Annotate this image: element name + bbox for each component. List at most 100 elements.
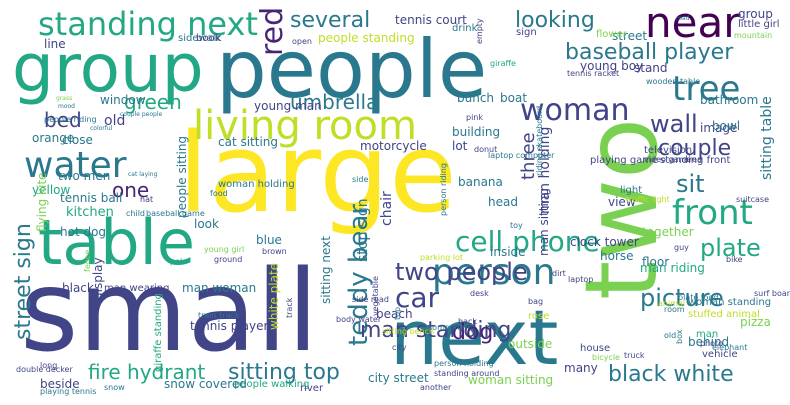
word: close bbox=[62, 133, 93, 147]
word: one bbox=[112, 178, 150, 202]
word: car bbox=[395, 281, 440, 314]
word: umbrella bbox=[290, 90, 379, 114]
word: desk bbox=[470, 289, 489, 298]
word: light bbox=[620, 185, 643, 196]
word: woman holding bbox=[218, 179, 295, 190]
word: woman bbox=[520, 93, 630, 128]
word: empty bbox=[475, 18, 484, 44]
word: back bbox=[458, 317, 478, 326]
word: bike bbox=[726, 255, 743, 264]
word: snow covered bbox=[164, 377, 247, 391]
word: sitting top bbox=[228, 360, 340, 385]
word: giraffe bbox=[490, 59, 516, 68]
word: river bbox=[300, 383, 324, 394]
word: plate bbox=[700, 234, 761, 262]
word: green bbox=[124, 90, 182, 114]
word: cell phone bbox=[455, 225, 600, 258]
word: track bbox=[285, 297, 294, 318]
word: video game bbox=[644, 155, 692, 164]
word: sitting bench bbox=[382, 327, 435, 336]
word: window bbox=[100, 93, 146, 107]
word: chair bbox=[379, 191, 395, 226]
word: food bbox=[210, 189, 228, 198]
word: orange bbox=[32, 131, 75, 145]
word: front bbox=[672, 193, 753, 233]
word: man bbox=[696, 329, 719, 340]
word: pizza bbox=[740, 315, 771, 329]
word: hat bbox=[140, 195, 154, 204]
word: man sitting bbox=[537, 187, 551, 256]
word: behind bbox=[688, 335, 730, 349]
word: guy bbox=[674, 243, 689, 252]
word: group bbox=[738, 7, 773, 21]
word: people sitting bbox=[175, 135, 189, 218]
word: playing game bbox=[590, 155, 659, 166]
word: tennis player bbox=[190, 319, 269, 333]
word: line bbox=[44, 37, 66, 51]
word: woman sitting bbox=[468, 373, 554, 387]
word: building bbox=[452, 125, 501, 139]
word: mountain bbox=[734, 31, 773, 40]
word: young man bbox=[254, 99, 322, 113]
word: bicycle bbox=[592, 353, 620, 362]
word: city bbox=[392, 343, 407, 352]
word: sit bbox=[676, 170, 705, 198]
word: box bbox=[675, 329, 684, 344]
word: truck bbox=[624, 351, 645, 360]
word: grass bbox=[56, 95, 73, 102]
word: red bbox=[255, 6, 290, 56]
word: side bbox=[352, 175, 369, 184]
word: sitting table bbox=[759, 96, 775, 180]
word: black white bbox=[608, 362, 734, 387]
word: toy bbox=[510, 221, 523, 230]
word: standing around bbox=[434, 369, 500, 378]
word: stand bbox=[634, 61, 668, 75]
word: street bbox=[612, 29, 648, 43]
word: ground bbox=[214, 255, 243, 264]
word: man wearing bbox=[104, 283, 170, 294]
word: giraffe standing bbox=[153, 293, 164, 372]
word: pole bbox=[170, 257, 188, 266]
word: standing front bbox=[660, 155, 731, 166]
word: boat bbox=[500, 91, 528, 105]
word: several bbox=[290, 8, 371, 33]
word: look bbox=[194, 217, 219, 231]
word: someone bbox=[428, 323, 465, 332]
word: cat sitting bbox=[218, 135, 279, 149]
word: old bbox=[104, 113, 126, 129]
word: person holding bbox=[434, 359, 494, 368]
word: elephant bbox=[712, 343, 748, 352]
word: child bbox=[126, 209, 145, 218]
word: picture bbox=[640, 284, 724, 312]
word: white plate bbox=[267, 262, 281, 330]
word: next bbox=[390, 293, 559, 382]
word: person bbox=[432, 252, 556, 293]
word: house bbox=[580, 343, 611, 354]
word: stop sign bbox=[355, 198, 371, 262]
word: laptop computer bbox=[488, 151, 555, 160]
word: beside bbox=[40, 377, 80, 391]
word: young girl bbox=[204, 245, 245, 254]
word: kitchen bbox=[66, 205, 114, 220]
word: sitting next bbox=[319, 236, 333, 304]
word: plate food bbox=[678, 293, 719, 302]
word: lot bbox=[452, 139, 468, 153]
word: woman standing bbox=[688, 297, 772, 308]
word: person riding bbox=[439, 163, 448, 216]
word: brown bbox=[262, 247, 287, 256]
word: side road bbox=[352, 295, 389, 304]
word: animal bbox=[658, 299, 686, 308]
word: image bbox=[700, 121, 738, 135]
word: two men bbox=[58, 169, 111, 183]
word: small bbox=[20, 247, 319, 377]
word: horse bbox=[600, 249, 634, 263]
word: outside bbox=[508, 337, 553, 351]
word: many bbox=[564, 361, 598, 375]
word: flying kite bbox=[35, 172, 49, 232]
word: book bbox=[196, 33, 221, 44]
word: tennis ball bbox=[60, 191, 123, 205]
word: playing tennis bbox=[40, 387, 97, 396]
word: open bbox=[292, 37, 312, 46]
word: clock tower bbox=[570, 235, 639, 249]
word: riding skateboard bbox=[535, 105, 544, 176]
